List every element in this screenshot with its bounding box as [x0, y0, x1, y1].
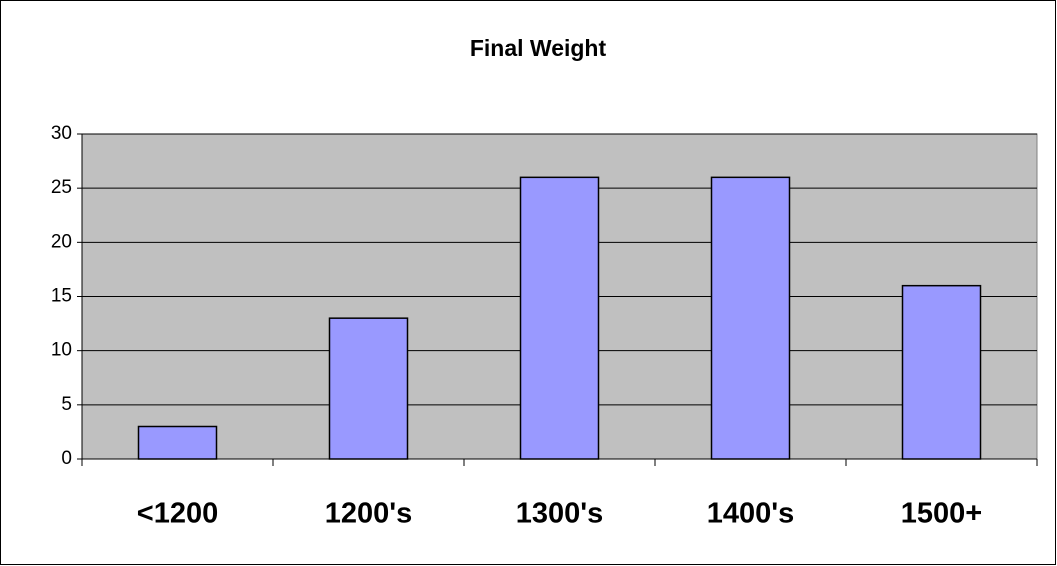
chart-title: Final Weight: [470, 35, 607, 61]
bar: [519, 176, 600, 460]
x-tick-label: 1500+: [901, 498, 982, 530]
x-tick-label: <1200: [137, 498, 218, 530]
x-tick-label: 1400's: [707, 498, 795, 530]
y-tick-label: 20: [51, 231, 72, 252]
bar: [137, 425, 218, 460]
x-tick-label: 1200's: [325, 498, 413, 530]
bar: [710, 176, 791, 460]
y-tick-label: 30: [51, 123, 72, 144]
bar: [901, 284, 982, 460]
y-tick-label: 15: [51, 286, 72, 307]
y-tick-label: 10: [51, 340, 72, 361]
x-tick-label: 1300's: [516, 498, 604, 530]
y-tick-label: 5: [61, 394, 72, 415]
y-tick-label: 25: [51, 177, 72, 198]
y-tick-label: 0: [61, 448, 72, 469]
bar: [328, 317, 409, 460]
